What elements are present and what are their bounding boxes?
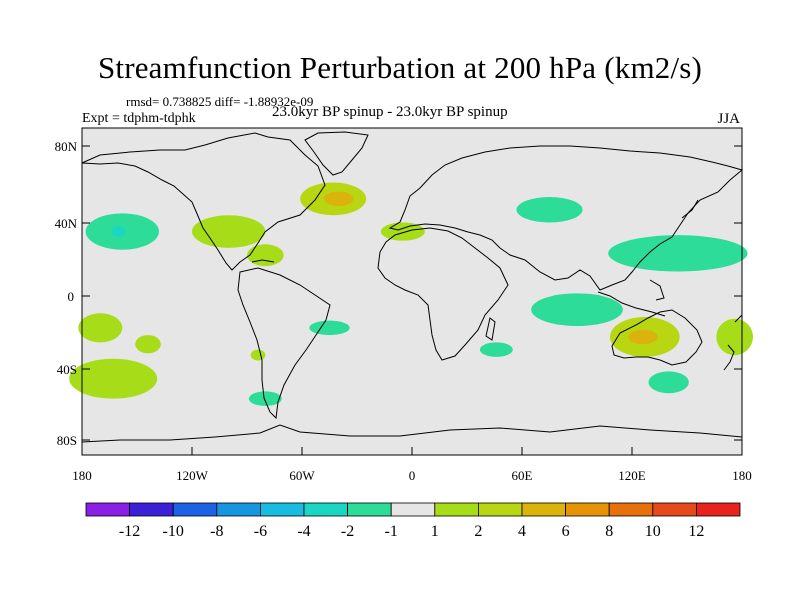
lon-label-180w: 180 — [72, 468, 92, 483]
colorbar-box — [85, 502, 130, 517]
coastlines — [81, 131, 744, 443]
field-caribbean-positive — [247, 244, 284, 267]
coast-madagascar — [485, 317, 496, 341]
colorbar-box — [696, 502, 741, 517]
coast-caribbean — [251, 259, 275, 263]
colorbar-label: -12 — [119, 523, 140, 540]
colorbar-label: 2 — [474, 523, 482, 540]
colorbar-label: 8 — [605, 523, 613, 540]
colorbar-box — [390, 502, 436, 517]
field-north-atlantic-core — [324, 191, 354, 207]
field-southern-ocean-negative — [648, 371, 689, 394]
colorbar-box — [347, 502, 392, 517]
field-indian-ocean-negative — [531, 293, 623, 327]
colorbar-box — [129, 502, 174, 517]
colorbar-label: -1 — [385, 523, 398, 540]
season-label: JJA — [717, 111, 740, 127]
field-south-atlantic-negative — [248, 391, 282, 406]
field-southeast-pacific-positive — [135, 335, 161, 354]
colorbar-box — [608, 502, 654, 517]
coast-africa — [377, 227, 509, 361]
colorbar-box — [259, 502, 305, 517]
colorbar-label: -4 — [297, 523, 310, 540]
experiment-label: Expt = tdphm-tdphk — [82, 111, 196, 126]
lon-label-180e: 180 — [732, 468, 752, 483]
coast-eurasia — [388, 145, 744, 291]
colorbar-box — [303, 502, 348, 517]
coast-south-america — [237, 267, 331, 420]
colorbar-label: 6 — [562, 523, 570, 540]
runs-label: 23.0kyr BP spinup - 23.0kyr BP spinup — [272, 104, 508, 120]
coast-philippines — [649, 279, 665, 301]
page-title: Streamfunction Perturbation at 200 hPa (… — [97, 50, 703, 85]
coast-north-america — [81, 132, 326, 271]
colorbar-label: 12 — [688, 523, 704, 540]
coast-indonesia — [597, 291, 666, 317]
colorbar-box — [434, 502, 479, 517]
lat-label-40s: 40S — [57, 362, 77, 377]
coast-antarctica — [81, 424, 743, 443]
colorbar-box — [477, 502, 523, 517]
field-west-pacific-negative — [608, 235, 748, 272]
field-layer — [69, 182, 754, 406]
colorbar-box — [565, 502, 610, 517]
coast-greenland — [304, 131, 369, 176]
colorbar-label: -2 — [341, 523, 354, 540]
colorbar-label: 4 — [518, 523, 526, 540]
coast-new-zealand — [723, 344, 735, 371]
colorbar-label: -8 — [210, 523, 223, 540]
colorbar-label: 1 — [431, 523, 439, 540]
colorbar-label: -10 — [163, 523, 184, 540]
colorbar — [85, 502, 741, 517]
field-chile-positive — [250, 349, 266, 361]
colorbar-box — [172, 502, 218, 517]
field-north-america-positive — [192, 215, 266, 248]
map-background — [82, 128, 742, 455]
colorbar-labels: -12 -10 -8 -6 -4 -2 -1 1 2 4 6 8 10 12 — [119, 523, 704, 540]
field-mascarene-negative — [479, 342, 513, 357]
lon-label-60e: 60E — [512, 468, 533, 483]
coast-pacific-islands — [734, 314, 743, 323]
lat-label-40n: 40N — [55, 216, 78, 231]
axis-ticks — [81, 145, 743, 455]
lon-label-120e: 120E — [618, 468, 646, 483]
colorbar-box — [216, 502, 261, 517]
field-south-america-negative — [309, 320, 350, 336]
lon-label-0: 0 — [409, 468, 416, 483]
lon-label-60w: 60W — [289, 468, 315, 483]
lat-label-0: 0 — [68, 289, 75, 304]
field-subtropical-pacific-positive — [78, 313, 123, 343]
lat-label-80s: 80S — [57, 433, 77, 448]
rmsd-stats: rmsd= 0.738825 diff= -1.88932e-09 — [126, 94, 314, 109]
colorbar-box — [652, 502, 697, 517]
coast-japan — [681, 199, 699, 219]
coast-australia — [611, 309, 703, 366]
lon-label-120w: 120W — [176, 468, 209, 483]
lat-label-80n: 80N — [55, 139, 78, 154]
colorbar-label: 10 — [645, 523, 661, 540]
field-tasman-positive — [716, 318, 754, 356]
field-australia-core — [628, 329, 658, 345]
colorbar-box — [521, 502, 566, 517]
field-east-pacific-core — [111, 226, 126, 237]
field-central-asia-negative — [516, 197, 583, 223]
field-south-pacific-positive — [69, 358, 158, 399]
colorbar-label: -6 — [254, 523, 267, 540]
